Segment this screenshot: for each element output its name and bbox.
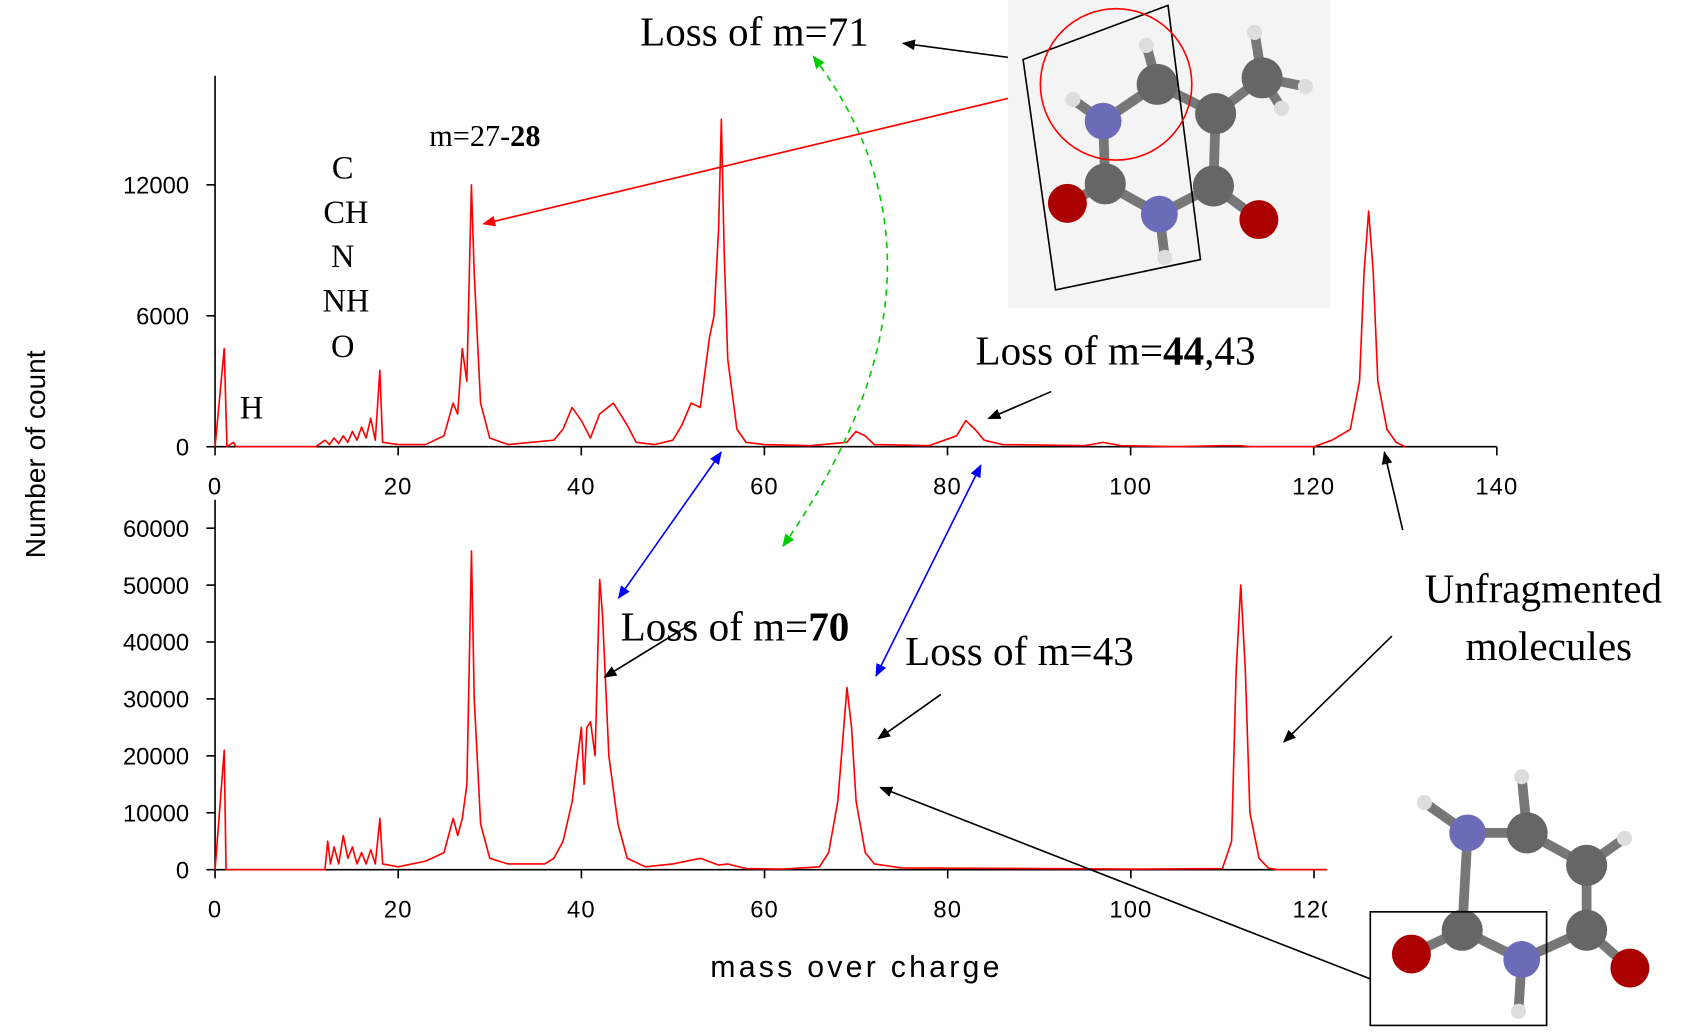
x-tick-label: 100 bbox=[1109, 896, 1152, 923]
annotation: Loss of m=43 bbox=[905, 628, 1134, 674]
x-tick-label: 40 bbox=[567, 896, 596, 923]
annotation: Unfragmented bbox=[1425, 565, 1663, 611]
fragment-label: O bbox=[331, 329, 354, 365]
x-tick-label: 80 bbox=[933, 473, 962, 500]
annotation: Loss of m=70 bbox=[621, 603, 850, 649]
y-axis-label: Number of count bbox=[20, 350, 51, 558]
y-tick-label: 10000 bbox=[123, 800, 189, 827]
molecule-top bbox=[1007, 0, 1331, 309]
arrow bbox=[482, 91, 1036, 227]
annotation-part: m=27- bbox=[429, 119, 510, 153]
x-tick-label: 80 bbox=[933, 896, 962, 923]
fragment-label: N bbox=[331, 239, 354, 275]
arrow bbox=[879, 786, 1371, 980]
y-tick-label: 30000 bbox=[123, 687, 189, 714]
x-axis-label: mass over charge bbox=[710, 951, 1002, 984]
arrows bbox=[482, 39, 1404, 743]
annotation: Loss of m=44,43 bbox=[975, 328, 1255, 374]
arrow bbox=[617, 451, 722, 600]
annotation-part: 28 bbox=[510, 119, 540, 153]
atoms bbox=[1391, 769, 1650, 1019]
spectrum-line bbox=[214, 550, 1333, 871]
fragment-circle bbox=[1039, 7, 1193, 161]
y-tick-label: 40000 bbox=[123, 630, 189, 657]
y-tick-label: 50000 bbox=[123, 573, 189, 600]
x-tick-label: 20 bbox=[384, 896, 413, 923]
arrow bbox=[901, 39, 1025, 61]
y-tick-label: 60000 bbox=[123, 516, 189, 543]
x-tick-label: 60 bbox=[750, 473, 779, 500]
fragment-label: H bbox=[240, 391, 263, 427]
arrow bbox=[1381, 451, 1404, 531]
molecule-background bbox=[1327, 713, 1699, 1033]
annotation-part: Loss of m= bbox=[621, 603, 809, 649]
y-tick-label: 6000 bbox=[136, 303, 189, 330]
y-tick-label: 0 bbox=[176, 857, 189, 884]
annotation-part: 44 bbox=[1163, 328, 1204, 374]
annotations: Loss of m=71 m=27-28 C CH N NH O H Loss … bbox=[240, 8, 1663, 674]
fragment-label: NH bbox=[323, 284, 370, 320]
atoms bbox=[1047, 24, 1313, 266]
x-tick-label: 100 bbox=[1109, 473, 1152, 500]
x-tick-label: 20 bbox=[384, 473, 413, 500]
annotation-part: 70 bbox=[808, 603, 849, 649]
arrow bbox=[877, 693, 942, 740]
x-tick-label: 60 bbox=[750, 896, 779, 923]
fragment-label: CH bbox=[323, 195, 368, 231]
y-tick-label: 12000 bbox=[123, 172, 189, 199]
arrow bbox=[782, 55, 889, 548]
annotation-part: ,43 bbox=[1204, 328, 1255, 374]
x-tick-label: 0 bbox=[208, 473, 222, 500]
annotation: Loss of m=71 bbox=[640, 8, 869, 54]
annotation: m=27-28 bbox=[429, 119, 540, 153]
arrow bbox=[603, 621, 695, 678]
annotation: molecules bbox=[1465, 623, 1632, 669]
molecule-bottom bbox=[1327, 713, 1699, 1033]
arrow bbox=[987, 390, 1052, 420]
x-tick-label: 140 bbox=[1475, 473, 1518, 500]
arrow bbox=[875, 464, 982, 678]
fragment-label: C bbox=[332, 150, 354, 186]
y-tick-label: 0 bbox=[176, 434, 189, 461]
overlay bbox=[482, 0, 1699, 1033]
x-tick-label: 0 bbox=[208, 896, 222, 923]
annotation-part: Loss of m= bbox=[975, 328, 1163, 374]
fragment-box bbox=[1022, 4, 1202, 291]
x-tick-label: 120 bbox=[1292, 473, 1335, 500]
x-tick-label: 40 bbox=[567, 473, 596, 500]
spectrum-line bbox=[214, 118, 1406, 448]
arrow bbox=[1282, 635, 1393, 743]
fragment-box bbox=[1369, 911, 1548, 1027]
y-tick-label: 20000 bbox=[123, 743, 189, 770]
